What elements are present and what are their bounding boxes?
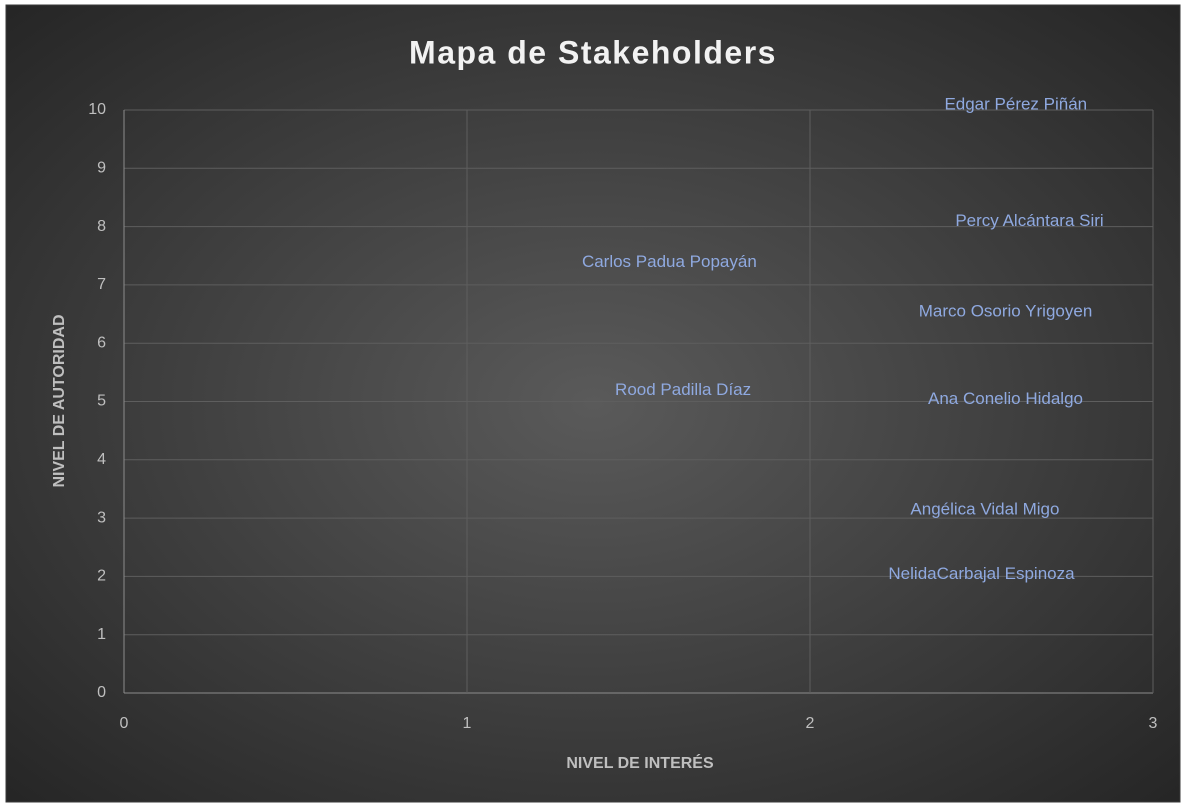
- x-tick-label: 0: [120, 715, 129, 732]
- y-tick-label: 1: [97, 626, 106, 643]
- x-tick-label: 3: [1149, 715, 1158, 732]
- y-axis-title: NIVEL DE AUTORIDAD: [51, 314, 68, 487]
- point-label: Rood Padilla Díaz: [615, 380, 751, 399]
- y-tick-label: 10: [88, 101, 106, 118]
- y-tick-label: 0: [97, 684, 106, 701]
- x-tick-label: 1: [463, 715, 472, 732]
- y-tick-label: 6: [97, 334, 106, 351]
- point-label: Percy Alcántara Siri: [955, 211, 1103, 230]
- y-tick-label: 7: [97, 276, 106, 293]
- point-label: Ana Conelio Hidalgo: [928, 389, 1083, 408]
- y-tick-label: 8: [97, 218, 106, 235]
- point-label: Carlos Padua Popayán: [582, 252, 757, 271]
- point-label: NelidaCarbajal Espinoza: [888, 564, 1075, 583]
- point-label: Edgar Pérez Piñán: [944, 94, 1087, 113]
- point-label: Marco Osorio Yrigoyen: [919, 301, 1093, 320]
- point-label: Angélica Vidal Migo: [910, 500, 1059, 519]
- chart-background: [5, 4, 1181, 803]
- x-axis-title: NIVEL DE INTERÉS: [566, 753, 714, 772]
- y-tick-label: 4: [97, 451, 106, 468]
- chart-title: Mapa de Stakeholders: [409, 34, 777, 70]
- y-tick-label: 9: [97, 160, 106, 177]
- y-tick-label: 2: [97, 568, 106, 585]
- x-tick-label: 2: [806, 715, 815, 732]
- y-tick-label: 5: [97, 393, 106, 410]
- y-tick-label: 3: [97, 509, 106, 526]
